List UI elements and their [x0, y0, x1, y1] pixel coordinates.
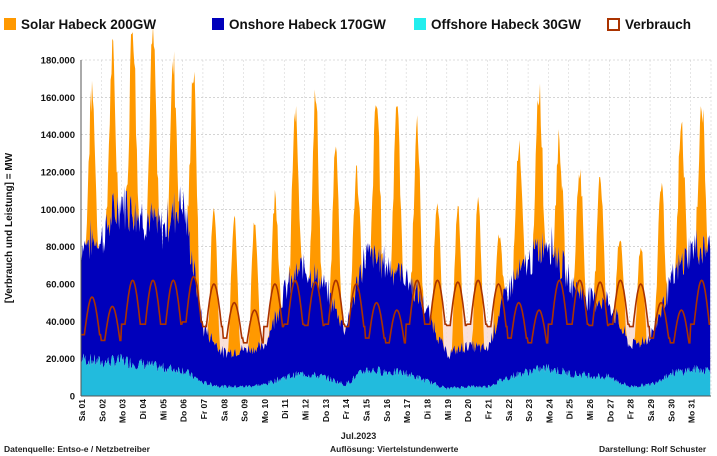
legend-label-onshore: Onshore Habeck 170GW — [229, 16, 386, 32]
y-axis-label: [Verbrauch und Leistung] = MW — [4, 152, 15, 303]
x-tick-label: Mi 26 — [585, 399, 595, 421]
footer-source: Datenquelle: Entso-e / Netzbetreiber — [4, 444, 150, 454]
footer-author: Darstellung: Rolf Schuster — [599, 444, 707, 454]
y-tick-label: 80.000 — [46, 242, 75, 253]
x-tick-label: Do 06 — [179, 399, 189, 422]
y-tick-label: 140.000 — [41, 130, 75, 141]
area-offshore — [81, 353, 711, 396]
x-tick-label: Di 25 — [565, 399, 575, 420]
legend-verbrauch: Verbrauch — [607, 14, 691, 34]
area-onshore — [81, 186, 711, 390]
y-tick-label: 180.000 — [41, 56, 75, 67]
x-tick-label: Mi 19 — [443, 399, 453, 421]
legend-label-verbrauch: Verbrauch — [625, 16, 692, 32]
x-tick-label: Di 04 — [138, 399, 148, 420]
legend-swatch-solar — [4, 18, 16, 30]
area-solar — [81, 25, 711, 360]
x-tick-label: Do 13 — [321, 399, 331, 422]
x-tick-label: So 02 — [97, 399, 107, 422]
x-tick-label: Sa 15 — [362, 399, 372, 421]
line-verbrauch — [81, 275, 711, 344]
x-tick-label: Sa 08 — [219, 399, 229, 421]
x-tick-label: Fr 07 — [199, 399, 209, 420]
x-tick-label: Mi 05 — [158, 399, 168, 421]
y-tick-label: 100.000 — [41, 205, 75, 216]
x-tick-label: Do 20 — [463, 399, 473, 422]
x-tick-label: Do 27 — [605, 399, 615, 422]
x-tick-label: Mi 12 — [301, 399, 311, 421]
y-tick-label: 60.000 — [46, 280, 75, 291]
x-tick-label: So 16 — [382, 399, 392, 422]
x-tick-label: Fr 21 — [483, 399, 493, 420]
y-tick-label: 20.000 — [46, 354, 75, 365]
x-tick-label: Mo 03 — [118, 399, 128, 423]
y-tick-label: 40.000 — [46, 317, 75, 328]
x-tick-label: Mo 31 — [687, 399, 697, 423]
series-areas — [81, 25, 711, 396]
y-tick-label: 0 — [70, 392, 75, 403]
series-lines — [81, 275, 711, 344]
x-tick-label: Sa 22 — [504, 399, 514, 421]
legend-offshore: Offshore Habeck 30GW — [414, 14, 581, 34]
legend-onshore: Onshore Habeck 170GW — [212, 14, 386, 34]
x-tick-label: Fr 14 — [341, 399, 351, 420]
footer-resolution: Auflösung: Viertelstundenwerte — [330, 444, 459, 454]
x-tick-label: Mo 10 — [260, 399, 270, 423]
legend-label-solar: Solar Habeck 200GW — [21, 16, 157, 32]
x-tick-label: Sa 29 — [646, 399, 656, 421]
x-tick-label: So 30 — [666, 399, 676, 422]
y-axis: 0 20.000 40.000 60.000 80.000 100.000 120.000 1… — [41, 56, 75, 403]
x-tick-label: Di 18 — [422, 399, 432, 420]
y-tick-label: 120.000 — [41, 168, 75, 179]
legend-label-offshore: Offshore Habeck 30GW — [431, 16, 582, 32]
y-tick-label: 160.000 — [41, 93, 75, 104]
legend-swatch-offshore — [414, 18, 426, 30]
x-axis-month-label: Jul.2023 — [340, 431, 377, 441]
x-tick-label: Sa 01 — [77, 399, 87, 421]
x-tick-label: Mo 17 — [402, 399, 412, 423]
x-tick-label: So 09 — [240, 399, 250, 422]
x-tick-label: Di 11 — [280, 399, 290, 419]
x-tick-label: Mo 24 — [544, 399, 554, 423]
legend-swatch-onshore — [212, 18, 224, 30]
legend-solar: Solar Habeck 200GW — [4, 14, 156, 34]
x-tick-label: So 23 — [524, 399, 534, 422]
x-tick-label: Fr 28 — [626, 399, 636, 420]
x-axis: Sa 01 So 02 Mo 03 Di 04 Mi 05 Do 06 Fr 07 Sa 08… — [77, 399, 697, 423]
legend-swatch-verbrauch — [607, 17, 620, 31]
